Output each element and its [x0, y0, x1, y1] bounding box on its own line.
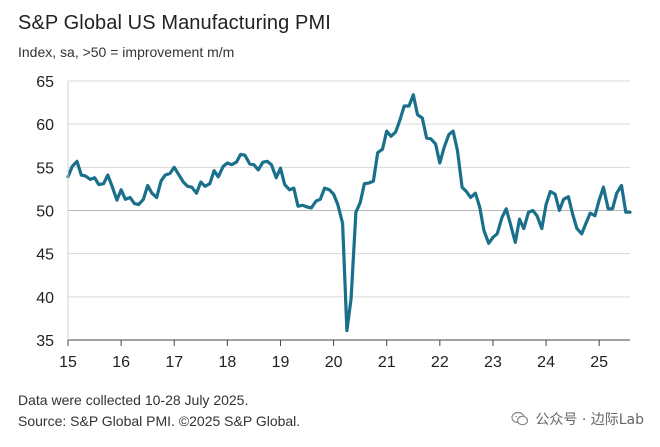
axis-layer [67, 81, 630, 346]
y-tick-label-40: 40 [36, 290, 54, 307]
y-tick-label-35: 35 [36, 333, 54, 350]
wechat-icon [511, 411, 529, 426]
grid-layer [68, 80, 630, 298]
x-tick-label-18: 18 [218, 354, 236, 371]
y-tick-label-45: 45 [36, 247, 54, 264]
y-tick-label-60: 60 [36, 117, 54, 134]
y-tick-label-55: 55 [36, 160, 54, 177]
chart-subtitle: Index, sa, >50 = improvement m/m [18, 44, 235, 60]
footer-source: Source: S&P Global PMI. ©2025 S&P Global… [18, 413, 301, 429]
series-layer [66, 93, 632, 333]
y-tick-label-65: 65 [36, 74, 54, 91]
watermark-text: 公众号 · 边际Lab [535, 412, 644, 428]
x-tick-label-16: 16 [112, 354, 130, 371]
x-tick-label-17: 17 [165, 354, 183, 371]
watermark: 公众号 · 边际Lab [511, 409, 644, 429]
x-tick-label-20: 20 [325, 354, 343, 371]
x-tick-label-21: 21 [378, 354, 396, 371]
y-tick-label-50: 50 [36, 204, 54, 221]
x-tick-label-23: 23 [484, 354, 502, 371]
x-tick-label-25: 25 [590, 354, 608, 371]
x-tick-label-19: 19 [272, 354, 290, 371]
x-tick-label-22: 22 [431, 354, 449, 371]
chart-title: S&P Global US Manufacturing PMI [18, 12, 331, 34]
tick-label-layer: 35 40 45 50 55 60 65 15 16 17 18 19 20 21 22 23 24 25 [36, 74, 608, 371]
series-line-0 [66, 93, 632, 333]
x-tick-label-15: 15 [59, 354, 77, 371]
footer-note: Data were collected 10-28 July 2025. [18, 392, 249, 408]
x-tick-label-24: 24 [537, 354, 555, 371]
